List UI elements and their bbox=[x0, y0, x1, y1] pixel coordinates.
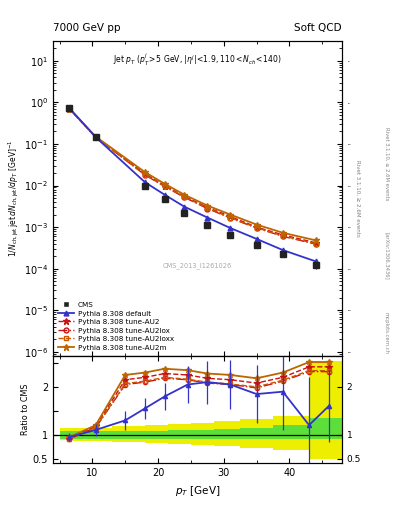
Bar bbox=[60, 431, 73, 438]
Bar bbox=[335, 418, 355, 438]
Legend: CMS, Pythia 8.308 default, Pythia 8.308 tune-AU2, Pythia 8.308 tune-AU2lox, Pyth: CMS, Pythia 8.308 default, Pythia 8.308 … bbox=[57, 300, 175, 352]
Bar bbox=[168, 430, 191, 438]
Text: [arXiv:1306.3436]: [arXiv:1306.3436] bbox=[384, 232, 389, 280]
Bar bbox=[145, 425, 168, 443]
Bar bbox=[335, 360, 355, 459]
Bar bbox=[309, 418, 335, 438]
Bar bbox=[60, 428, 73, 440]
Bar bbox=[191, 423, 214, 445]
Bar bbox=[240, 428, 273, 438]
Bar bbox=[112, 426, 145, 442]
Bar bbox=[273, 425, 309, 438]
Bar bbox=[273, 416, 309, 450]
Bar bbox=[73, 428, 112, 441]
Y-axis label: Ratio to CMS: Ratio to CMS bbox=[21, 384, 30, 435]
Text: mcplots.cern.ch: mcplots.cern.ch bbox=[384, 312, 389, 354]
Bar bbox=[214, 429, 240, 438]
Text: Soft QCD: Soft QCD bbox=[294, 23, 342, 33]
X-axis label: $p_T$ [GeV]: $p_T$ [GeV] bbox=[175, 484, 220, 498]
Bar bbox=[214, 421, 240, 446]
Bar bbox=[145, 431, 168, 438]
Bar bbox=[309, 360, 335, 459]
Text: Rivet 3.1.10, ≥ 2.6M events: Rivet 3.1.10, ≥ 2.6M events bbox=[384, 127, 389, 201]
Bar bbox=[112, 431, 145, 438]
Bar bbox=[191, 430, 214, 438]
Text: 7000 GeV pp: 7000 GeV pp bbox=[53, 23, 121, 33]
Text: Jet $p_T$ ($p^j_T\!>$5 GeV, $|\eta^j|\!<\!$1.9, 110$<\!N_{ch}\!<$140): Jet $p_T$ ($p^j_T\!>$5 GeV, $|\eta^j|\!<… bbox=[113, 52, 282, 68]
Bar bbox=[73, 431, 112, 438]
Bar bbox=[240, 419, 273, 447]
Text: CMS_2013_I1261026: CMS_2013_I1261026 bbox=[163, 263, 232, 269]
Y-axis label: Rivet 3.1.10, ≥ 2.6M events: Rivet 3.1.10, ≥ 2.6M events bbox=[355, 160, 360, 237]
Bar bbox=[168, 424, 191, 444]
Y-axis label: $1/N_{\rm ch,jet}\,{\rm jet}\,dN_{\rm ch,jet}/dp_T\ [{\rm GeV}]^{-1}$: $1/N_{\rm ch,jet}\,{\rm jet}\,dN_{\rm ch… bbox=[7, 140, 21, 257]
